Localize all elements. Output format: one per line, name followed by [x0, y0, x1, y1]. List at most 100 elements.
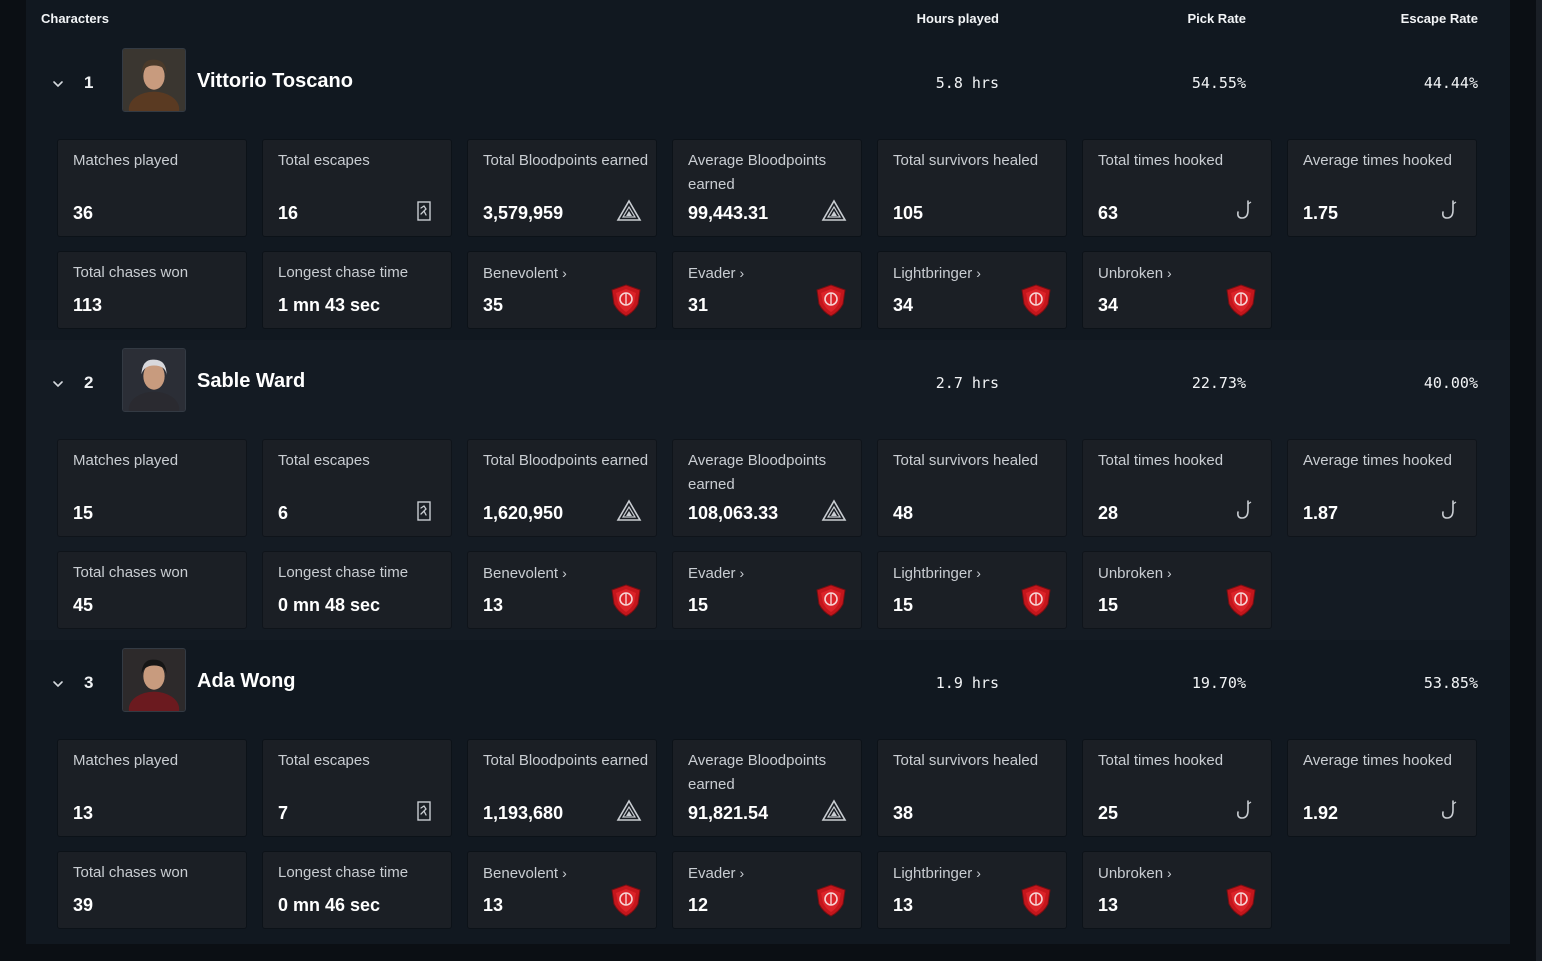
stat-value: 35 — [483, 295, 504, 315]
stat-label: Lightbringer › — [893, 861, 1063, 886]
stat-label-text: Matches played — [73, 452, 179, 469]
stat-card-lightbringer[interactable]: Lightbringer › 34 — [878, 252, 1066, 328]
stat-value: 39 — [73, 895, 94, 915]
stat-label: Longest chase time — [278, 561, 448, 585]
stat-label: Benevolent › — [483, 861, 653, 886]
stat-label-text: Total survivors healed — [893, 752, 1039, 769]
chevron-down-icon[interactable] — [52, 678, 64, 690]
stat-label-text: Evader — [688, 865, 736, 882]
character-row: 1 Vittorio Toscano 5.8 hrs 54.55% 44.44% Matc… — [26, 40, 1510, 340]
stat-value: 13 — [73, 803, 94, 823]
character-row: 2 Sable Ward 2.7 hrs 22.73% 40.00% Matches pl… — [26, 340, 1510, 640]
stat-card-benevolent[interactable]: Benevolent › 13 — [468, 852, 656, 928]
stat-label-text: Total escapes — [278, 152, 370, 169]
stat-card-lightbringer[interactable]: Lightbringer › 13 — [878, 852, 1066, 928]
stat-card-evader[interactable]: Evader › 12 — [673, 852, 861, 928]
emblem-badge-icon — [813, 582, 849, 618]
stat-card-unbroken[interactable]: Unbroken › 34 — [1083, 252, 1271, 328]
escape-rate-value: 44.44% — [1423, 74, 1478, 92]
stat-value: 38 — [893, 803, 914, 823]
stat-label: Matches played — [73, 449, 243, 473]
scrollbar-track[interactable] — [1536, 0, 1542, 961]
stat-label: Benevolent › — [483, 261, 653, 286]
character-summary[interactable]: 3 Ada Wong 1.9 hrs 19.70% 53.85% — [26, 644, 1510, 728]
stat-label: Unbroken › — [1098, 261, 1268, 286]
stat-label-text: Total survivors healed — [893, 452, 1039, 469]
stat-value: 16 — [278, 203, 299, 223]
stat-card-hooked: Total times hooked 25 — [1083, 740, 1271, 836]
stat-value: 13 — [483, 595, 504, 615]
stat-label-text: Longest chase time — [278, 264, 409, 281]
stat-label-text: Total times hooked — [1098, 152, 1224, 169]
hours-played-value: 2.7 hrs — [935, 374, 999, 392]
stat-card-unbroken[interactable]: Unbroken › 13 — [1083, 852, 1271, 928]
stat-value: 13 — [893, 895, 914, 915]
header-pick-rate[interactable]: Pick Rate — [1187, 11, 1246, 26]
stat-card-escapes: Total escapes 7 — [263, 740, 451, 836]
stat-label-text: Total chases won — [73, 864, 189, 881]
character-name[interactable]: Sable Ward — [197, 370, 306, 392]
stat-card-benevolent[interactable]: Benevolent › 13 — [468, 552, 656, 628]
escape-door-icon — [411, 798, 437, 824]
stat-label-text: Benevolent — [483, 565, 559, 582]
stat-card-benevolent[interactable]: Benevolent › 35 — [468, 252, 656, 328]
chevron-right-icon: › — [562, 865, 567, 881]
stat-label: Total chases won — [73, 261, 243, 285]
character-row: 3 Ada Wong 1.9 hrs 19.70% 53.85% Matches play… — [26, 640, 1510, 940]
stat-card-unbroken[interactable]: Unbroken › 15 — [1083, 552, 1271, 628]
stat-card-chases: Total chases won 113 — [58, 252, 246, 328]
stat-label: Total escapes — [278, 749, 448, 773]
bloodpoints-icon — [821, 498, 847, 524]
stat-value: 15 — [73, 503, 94, 523]
hook-icon — [1231, 798, 1257, 824]
character-name[interactable]: Vittorio Toscano — [197, 70, 353, 92]
stat-card-longest: Longest chase time 0 mn 48 sec — [263, 552, 451, 628]
stat-label: Longest chase time — [278, 261, 448, 285]
stat-card-avg-hooked: Average times hooked 1.75 — [1288, 140, 1476, 236]
escape-door-icon — [411, 198, 437, 224]
stat-label: Total times hooked — [1098, 149, 1268, 173]
stat-value: 0 mn 46 sec — [278, 895, 381, 915]
chevron-down-icon[interactable] — [52, 78, 64, 90]
stat-label: Total chases won — [73, 861, 243, 885]
stat-label-text: Evader — [688, 565, 736, 582]
character-summary[interactable]: 1 Vittorio Toscano 5.8 hrs 54.55% 44.44% — [26, 44, 1510, 128]
pick-rate-value: 54.55% — [1191, 74, 1246, 92]
stat-label-text: Benevolent — [483, 265, 559, 282]
stat-card-chases: Total chases won 45 — [58, 552, 246, 628]
stat-label-text: Benevolent — [483, 865, 559, 882]
stat-value: 99,443.31 — [688, 203, 769, 223]
stat-label: Matches played — [73, 749, 243, 773]
stat-label: Total chases won — [73, 561, 243, 585]
stat-label-text: Average times hooked — [1303, 152, 1452, 169]
stat-card-evader[interactable]: Evader › 31 — [673, 252, 861, 328]
stat-label: Lightbringer › — [893, 261, 1063, 286]
stat-label-text: Unbroken — [1098, 865, 1164, 882]
header-hours-played[interactable]: Hours played — [916, 11, 999, 26]
chevron-down-icon[interactable] — [52, 378, 64, 390]
stat-label-text: Total chases won — [73, 264, 189, 281]
chevron-right-icon: › — [739, 265, 745, 281]
chevron-right-icon: › — [1167, 865, 1172, 881]
stat-value: 31 — [688, 295, 709, 315]
character-name[interactable]: Ada Wong — [197, 670, 296, 692]
stat-card-avg-hooked: Average times hooked 1.92 — [1288, 740, 1476, 836]
stat-card-lightbringer[interactable]: Lightbringer › 15 — [878, 552, 1066, 628]
stat-value: 6 — [278, 503, 289, 523]
hook-icon — [1436, 798, 1462, 824]
stat-label: Lightbringer › — [893, 561, 1063, 586]
stat-value: 108,063.33 — [688, 503, 779, 523]
header-escape-rate[interactable]: Escape Rate — [1400, 11, 1478, 26]
avatar — [122, 48, 186, 112]
header-characters[interactable]: Characters — [41, 11, 109, 26]
stat-label-text: Total chases won — [73, 564, 189, 581]
stat-label-text: Lightbringer — [893, 565, 973, 582]
stat-card-healed: Total survivors healed 38 — [878, 740, 1066, 836]
chevron-right-icon: › — [739, 865, 745, 881]
stat-label: Evader › — [688, 561, 858, 586]
stat-value: 1,193,680 — [483, 803, 564, 823]
emblem-badge-icon — [1223, 582, 1259, 618]
stat-label: Evader › — [688, 261, 858, 286]
stat-card-evader[interactable]: Evader › 15 — [673, 552, 861, 628]
character-summary[interactable]: 2 Sable Ward 2.7 hrs 22.73% 40.00% — [26, 344, 1510, 428]
